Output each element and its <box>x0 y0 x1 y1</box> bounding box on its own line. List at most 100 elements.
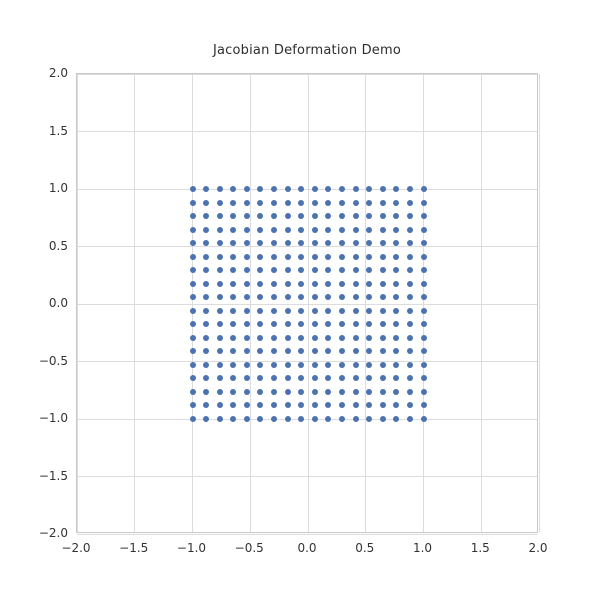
data-point <box>406 213 413 220</box>
data-point <box>189 240 196 247</box>
vertical-gridline <box>365 74 367 532</box>
horizontal-gridline <box>77 73 537 75</box>
data-point <box>230 334 237 341</box>
data-point <box>406 253 413 260</box>
data-point <box>271 375 278 382</box>
data-point <box>271 307 278 314</box>
data-point <box>338 375 345 382</box>
data-point <box>420 375 427 382</box>
data-point <box>216 240 223 247</box>
data-point <box>420 240 427 247</box>
data-point <box>243 388 250 395</box>
data-point <box>230 240 237 247</box>
data-point <box>366 361 373 368</box>
data-point <box>338 199 345 206</box>
data-point <box>379 240 386 247</box>
data-point <box>243 213 250 220</box>
data-point <box>257 334 264 341</box>
data-point <box>338 321 345 328</box>
data-point <box>325 388 332 395</box>
data-point <box>325 321 332 328</box>
data-point <box>352 307 359 314</box>
data-point <box>338 226 345 233</box>
x-tick-label: −1.5 <box>119 541 149 555</box>
data-point <box>189 226 196 233</box>
data-point <box>311 267 318 274</box>
data-point <box>406 226 413 233</box>
data-point <box>203 240 210 247</box>
data-point <box>338 361 345 368</box>
data-point <box>271 294 278 301</box>
data-point <box>257 199 264 206</box>
data-point <box>203 186 210 192</box>
data-point <box>393 348 400 355</box>
data-point <box>325 361 332 368</box>
data-point <box>393 388 400 395</box>
data-point <box>379 348 386 355</box>
x-tick-label: 0.5 <box>355 541 375 555</box>
data-point <box>379 267 386 274</box>
data-point <box>393 294 400 301</box>
data-point <box>257 375 264 382</box>
data-point <box>366 253 373 260</box>
data-point <box>257 361 264 368</box>
data-point <box>257 253 264 260</box>
data-point <box>216 213 223 220</box>
data-point <box>406 348 413 355</box>
data-point <box>311 213 318 220</box>
data-point <box>352 199 359 206</box>
data-point <box>230 375 237 382</box>
data-point <box>203 253 210 260</box>
data-point <box>379 375 386 382</box>
data-point <box>352 280 359 287</box>
data-point <box>338 307 345 314</box>
data-point <box>189 253 196 260</box>
data-point <box>298 280 305 287</box>
data-point <box>379 226 386 233</box>
data-point <box>271 361 278 368</box>
data-point <box>352 348 359 355</box>
data-point <box>284 226 291 233</box>
data-point <box>311 186 318 192</box>
y-tick-label: 1.0 <box>48 181 68 195</box>
data-point <box>203 226 210 233</box>
data-point <box>203 280 210 287</box>
data-point <box>379 361 386 368</box>
data-point <box>230 213 237 220</box>
data-point <box>393 267 400 274</box>
data-point <box>311 361 318 368</box>
data-point <box>298 226 305 233</box>
data-point <box>257 213 264 220</box>
data-point <box>366 213 373 220</box>
data-point <box>393 416 400 422</box>
y-tick-label: −2.0 <box>38 526 68 540</box>
data-point <box>271 416 278 422</box>
data-point <box>230 361 237 368</box>
data-point <box>338 253 345 260</box>
data-point <box>393 199 400 206</box>
data-point <box>352 294 359 301</box>
data-point <box>243 348 250 355</box>
data-point <box>366 186 373 192</box>
data-point <box>189 213 196 220</box>
data-point <box>284 280 291 287</box>
data-point <box>243 199 250 206</box>
data-point <box>406 294 413 301</box>
data-point <box>338 416 345 422</box>
data-point <box>271 402 278 409</box>
data-point <box>338 213 345 220</box>
data-point <box>298 240 305 247</box>
data-point <box>406 280 413 287</box>
data-point <box>271 213 278 220</box>
data-point <box>325 375 332 382</box>
data-point <box>366 321 373 328</box>
data-point <box>243 240 250 247</box>
data-point <box>420 199 427 206</box>
x-tick-label: 2.0 <box>528 541 548 555</box>
data-point <box>284 294 291 301</box>
data-point <box>230 402 237 409</box>
data-point <box>366 402 373 409</box>
data-point <box>311 321 318 328</box>
data-point <box>203 199 210 206</box>
